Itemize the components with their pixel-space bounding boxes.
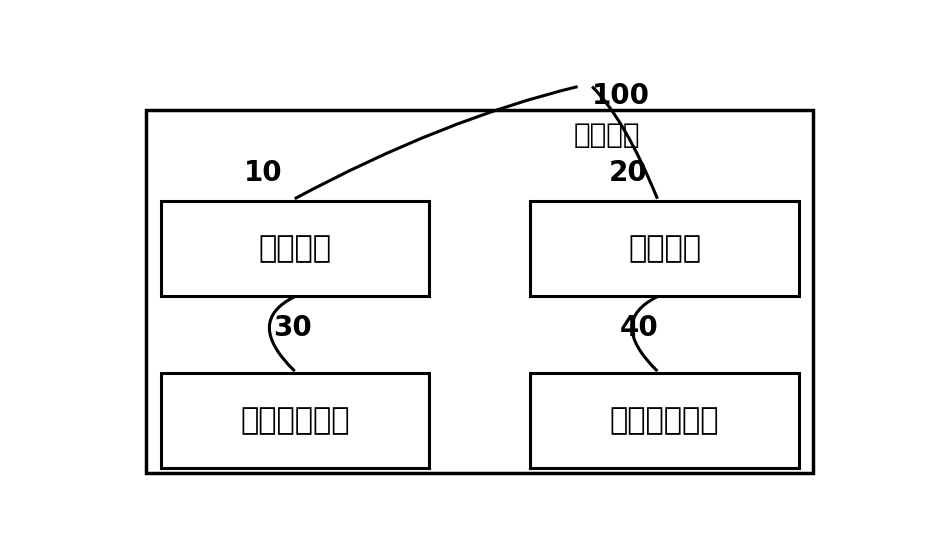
Text: 第二显示模块: 第二显示模块 — [610, 407, 720, 435]
Text: 移动终端: 移动终端 — [574, 121, 640, 149]
Text: 检测模块: 检测模块 — [258, 234, 331, 263]
Text: 设置模块: 设置模块 — [628, 234, 701, 263]
Bar — [531, 201, 799, 296]
Text: 10: 10 — [244, 159, 283, 187]
Text: 30: 30 — [273, 314, 312, 342]
Text: 第一显示模块: 第一显示模块 — [240, 407, 349, 435]
Bar — [161, 201, 429, 296]
Text: 100: 100 — [592, 82, 651, 110]
Text: 20: 20 — [608, 159, 648, 187]
Text: 40: 40 — [620, 314, 658, 342]
Bar — [146, 110, 813, 473]
Bar — [531, 374, 799, 468]
Bar — [161, 374, 429, 468]
